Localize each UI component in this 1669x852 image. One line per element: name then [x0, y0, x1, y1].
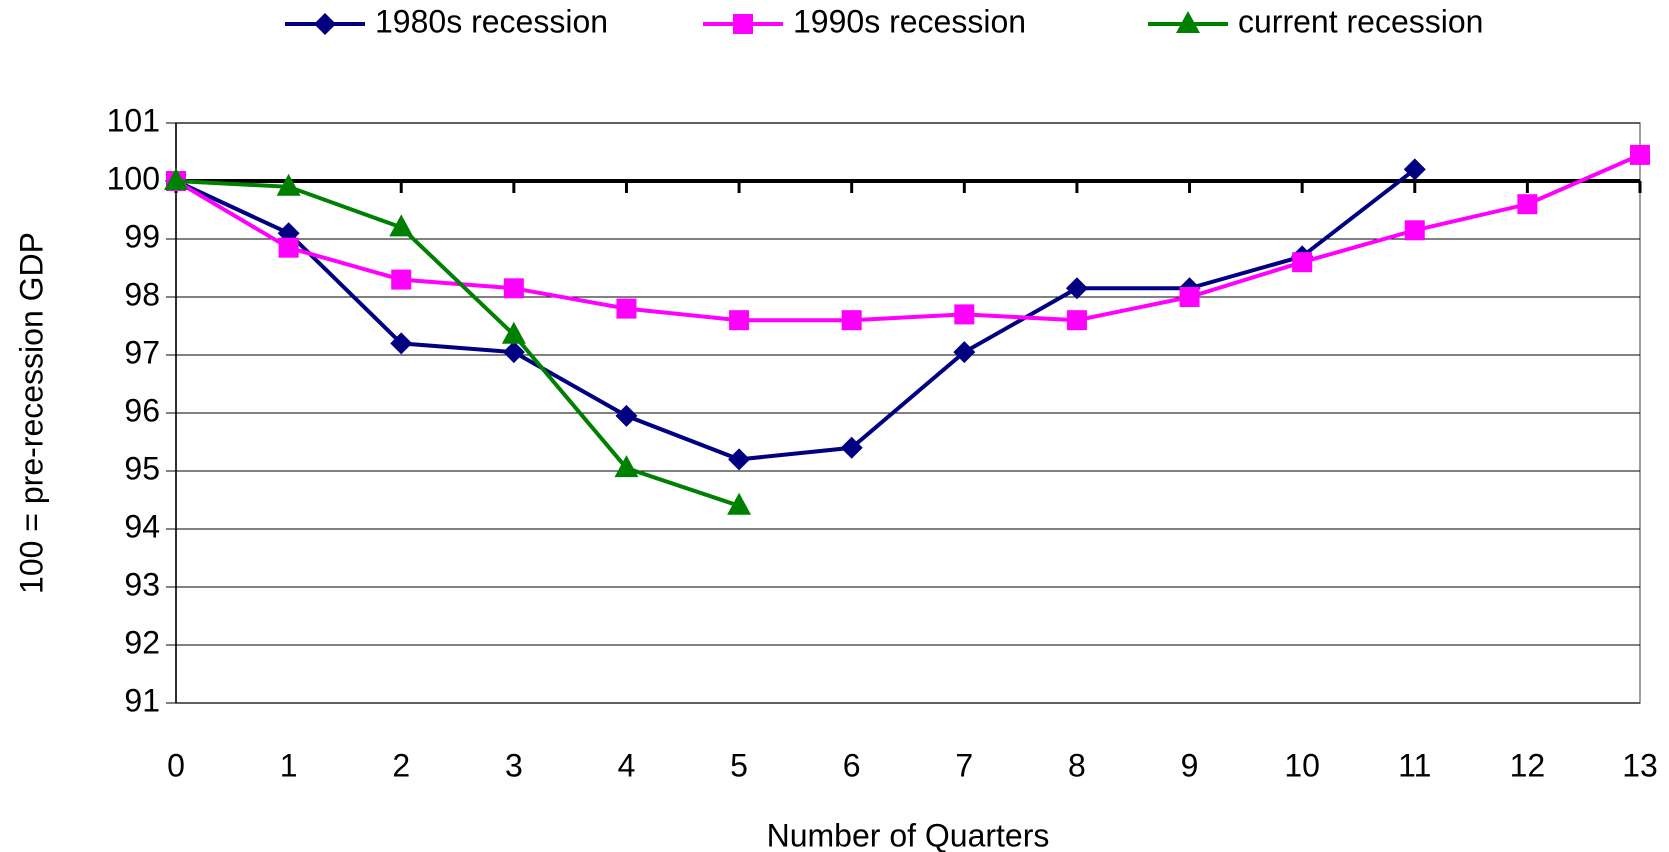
marker — [389, 214, 414, 237]
legend-item: current recession — [1148, 3, 1483, 39]
marker — [1517, 194, 1538, 215]
x-tick-label: 3 — [505, 747, 523, 783]
y-axis-label: 100 = pre-recession GDP — [13, 232, 49, 594]
x-tick-label: 7 — [955, 747, 973, 783]
y-tick-label: 91 — [124, 682, 160, 718]
marker — [1066, 310, 1087, 331]
legend-label: 1980s recession — [375, 3, 608, 39]
legend-label: 1990s recession — [793, 3, 1026, 39]
marker — [1403, 158, 1426, 181]
y-tick-label: 95 — [124, 450, 160, 486]
x-tick-label: 1 — [280, 747, 298, 783]
marker — [841, 310, 862, 331]
x-tick-label: 12 — [1510, 747, 1546, 783]
y-tick-label: 92 — [124, 624, 160, 660]
marker — [164, 168, 188, 190]
marker — [729, 310, 750, 331]
marker — [276, 173, 301, 196]
x-tick-label: 2 — [392, 747, 410, 783]
y-tick-label: 97 — [124, 334, 160, 370]
legend-item: 1990s recession — [703, 3, 1026, 39]
marker — [278, 237, 299, 258]
marker — [1065, 277, 1088, 300]
marker — [1292, 252, 1313, 273]
x-tick-label: 6 — [843, 747, 861, 783]
series-line — [175, 167, 1416, 462]
marker — [840, 436, 863, 459]
marker — [501, 321, 526, 344]
y-tick-label: 94 — [124, 508, 160, 544]
marker — [390, 332, 413, 355]
marker — [1630, 144, 1650, 165]
series-line — [175, 179, 740, 508]
y-tick-label: 99 — [124, 218, 160, 254]
y-tick-label: 100 — [107, 160, 160, 196]
marker — [727, 492, 752, 515]
marker — [728, 448, 751, 471]
legend-label: current recession — [1238, 3, 1483, 39]
x-axis-label: Number of Quarters — [767, 817, 1050, 852]
marker — [614, 455, 639, 478]
marker — [314, 13, 336, 35]
x-tick-label: 9 — [1181, 747, 1199, 783]
series-line — [174, 153, 1641, 323]
marker — [1404, 220, 1425, 241]
y-tick-label: 96 — [124, 392, 160, 428]
legend-item: 1980s recession — [285, 3, 608, 39]
marker — [1179, 287, 1200, 307]
marker — [1176, 11, 1200, 33]
marker — [953, 341, 976, 364]
marker — [615, 404, 638, 427]
x-tick-label: 11 — [1398, 747, 1431, 783]
x-tick-label: 13 — [1622, 747, 1658, 783]
marker — [503, 278, 524, 299]
x-tick-label: 10 — [1284, 747, 1320, 783]
y-tick-label: 98 — [124, 276, 160, 312]
y-tick-label: 101 — [107, 102, 160, 138]
x-tick-label: 0 — [167, 747, 185, 783]
y-tick-label: 93 — [124, 566, 160, 602]
marker — [616, 298, 637, 319]
x-tick-label: 8 — [1068, 747, 1086, 783]
x-tick-label: 4 — [618, 747, 636, 783]
marker — [391, 269, 412, 290]
marker — [733, 14, 753, 34]
x-tick-label: 5 — [730, 747, 748, 783]
marker — [502, 341, 525, 364]
marker — [954, 304, 975, 325]
